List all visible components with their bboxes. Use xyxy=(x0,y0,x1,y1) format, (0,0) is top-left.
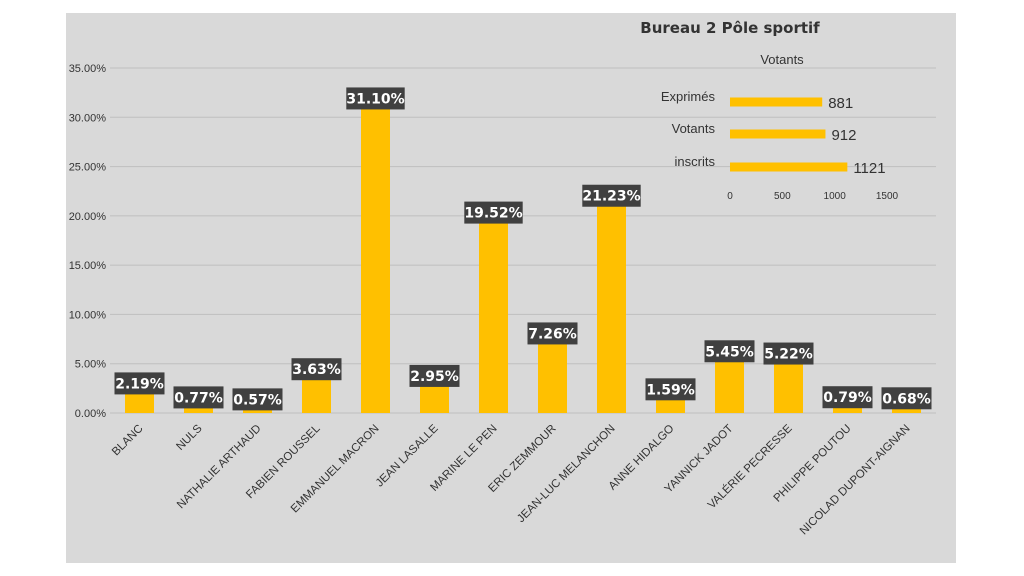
data-label-box xyxy=(527,322,578,345)
inset-chart: Votants Exprimés Votants inscrits 881 912 11… xyxy=(661,52,899,202)
inset-value-label: 881 xyxy=(828,95,853,112)
inset-bar xyxy=(730,129,826,139)
data-label-box xyxy=(645,378,696,401)
inset-title: Votants xyxy=(760,52,804,67)
data-label-box xyxy=(114,372,165,395)
data-label: 0.68% xyxy=(882,391,931,407)
data-label-box xyxy=(291,358,342,381)
inset-value-labels: 881 912 1121 xyxy=(828,95,885,177)
data-label: 0.77% xyxy=(174,390,223,406)
bar xyxy=(479,220,508,413)
y-tick-label: 15.00% xyxy=(69,260,107,272)
y-tick-label: 0.00% xyxy=(75,408,106,420)
data-label: 31.10% xyxy=(346,91,404,107)
y-tick-label: 10.00% xyxy=(69,309,107,321)
data-label: 7.26% xyxy=(528,326,577,342)
y-tick-label: 30.00% xyxy=(69,112,107,124)
data-label-box xyxy=(464,201,523,224)
inset-tick-label: 1000 xyxy=(824,191,847,202)
bar xyxy=(774,361,803,413)
data-label-box xyxy=(582,184,641,207)
data-label: 5.22% xyxy=(764,347,813,363)
data-label-box xyxy=(346,87,405,110)
inset-bars xyxy=(730,97,848,172)
data-label-box xyxy=(409,364,460,387)
inset-tick-label: 1500 xyxy=(876,191,899,202)
main-data-labels: 2.19% 0.77% 0.57% 3.63% 31.10% 2.95% 19.52% 7.2… xyxy=(114,87,932,411)
bar xyxy=(302,377,331,413)
bar xyxy=(125,391,154,413)
bar xyxy=(715,359,744,413)
inset-tick-label: 500 xyxy=(774,191,791,202)
inset-category-labels: Exprimés Votants inscrits xyxy=(661,89,716,169)
inset-bar xyxy=(730,162,848,172)
data-label: 0.57% xyxy=(233,392,282,408)
bar xyxy=(420,383,449,413)
data-label: 19.52% xyxy=(464,206,522,222)
bar xyxy=(361,106,390,413)
y-tick-label: 5.00% xyxy=(75,359,106,371)
bar xyxy=(597,203,626,413)
data-label-box xyxy=(763,342,814,365)
inset-value-label: 1121 xyxy=(853,160,885,177)
chart-title: Bureau 2 Pôle sportif xyxy=(640,19,820,37)
data-label-box xyxy=(232,388,283,411)
main-bars xyxy=(125,106,921,413)
data-label: 2.95% xyxy=(410,369,459,385)
inset-tick-label: 0 xyxy=(727,191,733,202)
data-label: 5.45% xyxy=(705,344,754,360)
data-label-box xyxy=(822,386,873,409)
main-y-axis: 0.00% 5.00% 10.00% 15.00% 20.00% 25.00% 30.00%… xyxy=(69,63,107,420)
data-label-box xyxy=(173,386,224,409)
y-tick-label: 20.00% xyxy=(69,211,107,223)
bar xyxy=(184,405,213,413)
inset-bar xyxy=(730,97,823,107)
inset-value-label: 912 xyxy=(831,127,856,144)
y-tick-label: 25.00% xyxy=(69,162,107,174)
data-label: 1.59% xyxy=(646,382,695,398)
inset-category-label: Votants xyxy=(672,121,716,136)
bar xyxy=(833,405,862,413)
data-label: 3.63% xyxy=(292,362,341,378)
data-label-box xyxy=(704,340,755,363)
data-label: 0.79% xyxy=(823,390,872,406)
bar xyxy=(538,341,567,413)
data-label: 21.23% xyxy=(582,189,640,205)
bar xyxy=(656,397,685,413)
y-tick-label: 35.00% xyxy=(69,63,107,75)
bar xyxy=(892,406,921,413)
inset-category-label: Exprimés xyxy=(661,89,716,104)
data-label: 2.19% xyxy=(115,376,164,392)
inset-category-label: inscrits xyxy=(675,154,716,169)
data-label-box xyxy=(881,387,932,410)
inset-x-axis: 0 500 1000 1500 xyxy=(727,191,898,202)
